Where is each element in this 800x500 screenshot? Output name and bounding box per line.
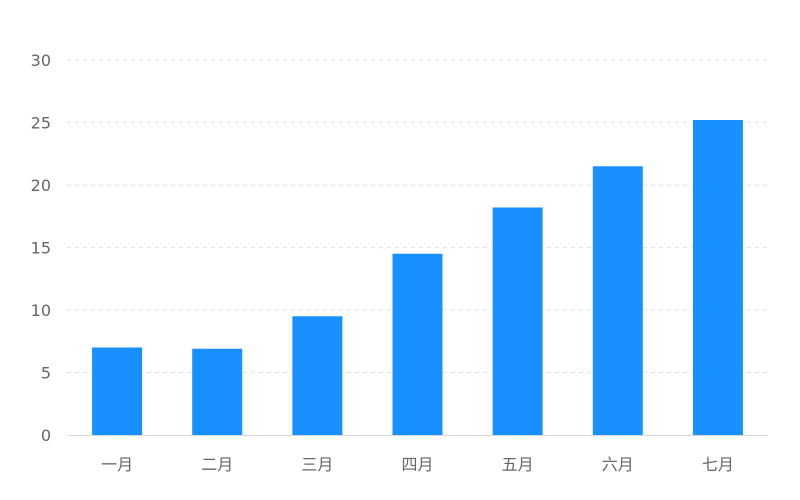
x-tick-label: 一月 <box>101 455 133 474</box>
y-tick-label: 0 <box>41 426 51 445</box>
bars <box>92 120 743 435</box>
bar-3[interactable] <box>292 316 343 435</box>
bar-7[interactable] <box>692 120 743 435</box>
bar-6[interactable] <box>592 166 643 435</box>
y-tick-label: 5 <box>41 364 51 383</box>
y-tick-label: 25 <box>31 114 51 133</box>
y-tick-label: 30 <box>31 51 51 70</box>
x-tick-label: 四月 <box>401 455 433 474</box>
y-tick-label: 15 <box>31 239 51 258</box>
x-tick-label: 六月 <box>602 455 634 474</box>
x-tick-label: 七月 <box>702 455 734 474</box>
x-axis-ticks: 一月 二月 三月 四月 五月 六月 七月 <box>101 455 734 474</box>
y-tick-label: 20 <box>31 176 51 195</box>
bar-5[interactable] <box>492 207 543 436</box>
x-tick-label: 三月 <box>301 455 333 474</box>
x-tick-label: 二月 <box>201 455 233 474</box>
bar-4[interactable] <box>392 253 443 435</box>
y-axis-ticks: 0 5 10 15 20 25 30 <box>31 51 51 445</box>
bar-2[interactable] <box>192 348 243 435</box>
grid-lines <box>67 59 768 373</box>
bar-1[interactable] <box>92 347 143 436</box>
y-tick-label: 10 <box>31 301 51 320</box>
x-tick-label: 五月 <box>502 455 534 474</box>
